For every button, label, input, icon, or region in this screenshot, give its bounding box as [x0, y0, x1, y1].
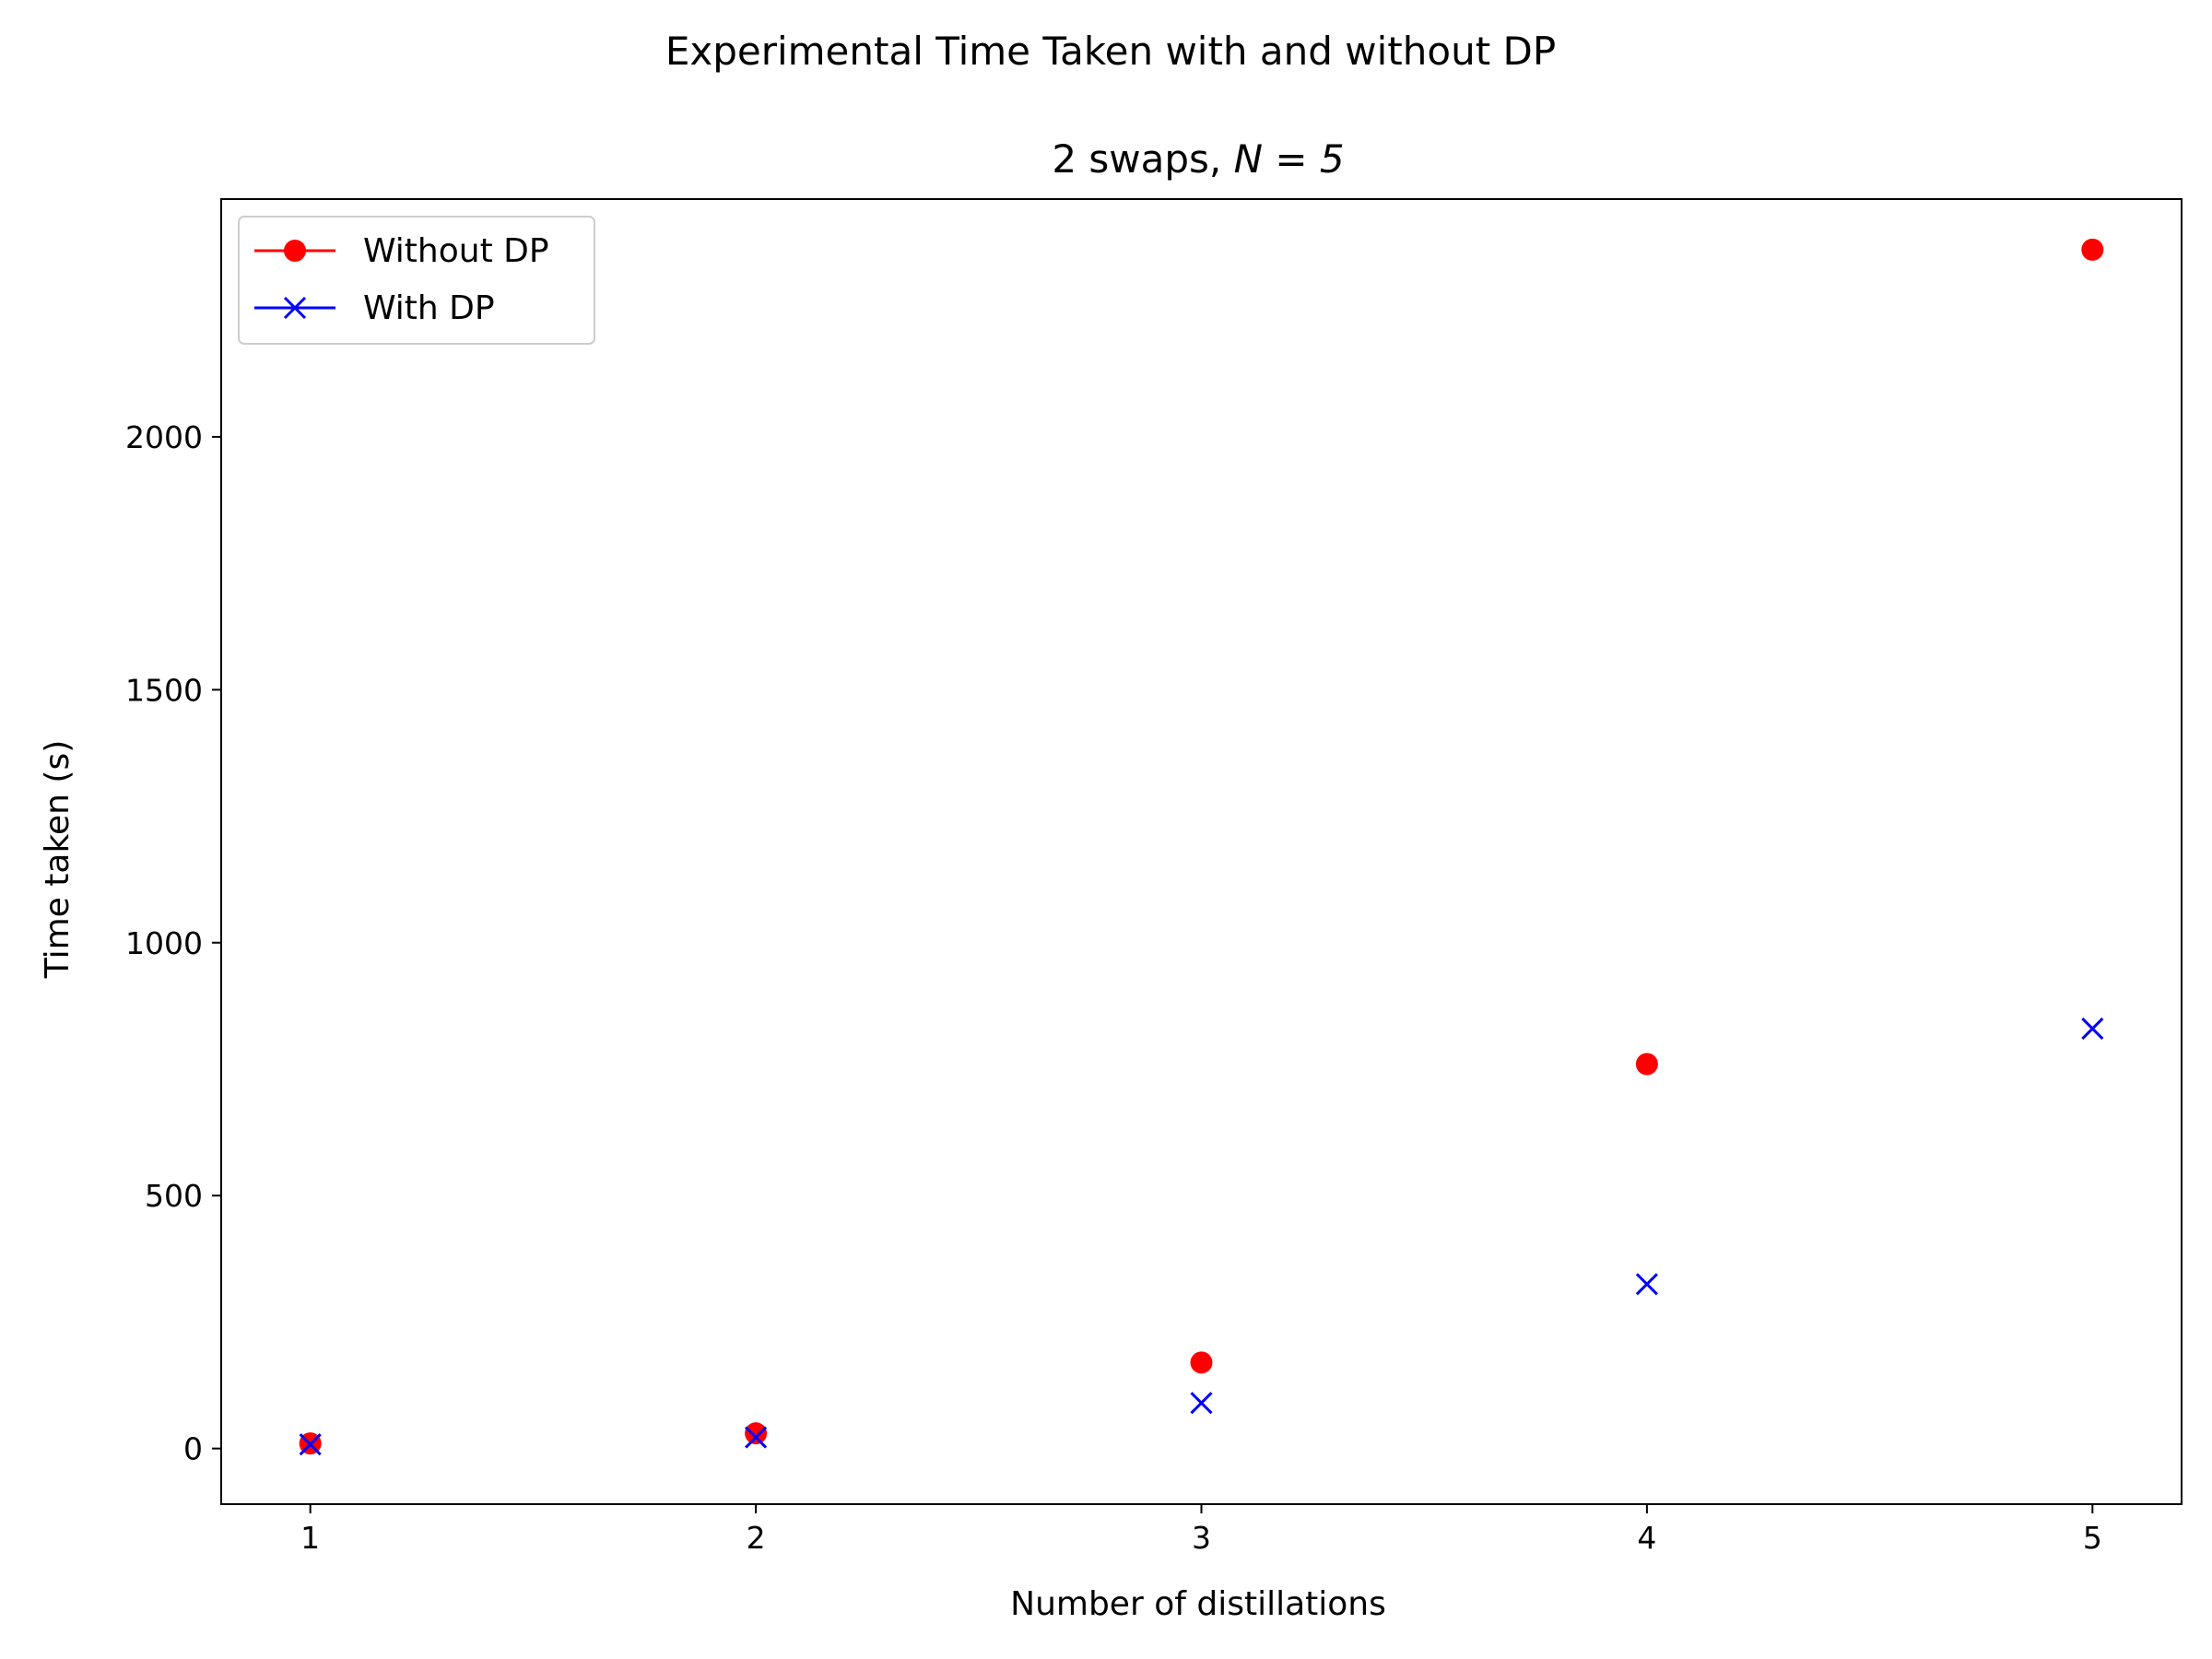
x-marker-stroke [1635, 1273, 1658, 1296]
x-marker-stroke [745, 1426, 768, 1449]
x-tick-label: 5 [2083, 1520, 2102, 1556]
x-tick-label: 1 [300, 1520, 320, 1556]
y-tick-label: 1500 [125, 672, 203, 708]
legend-label: With DP [363, 289, 495, 327]
x-tick-label: 2 [747, 1520, 766, 1556]
legend-marker [284, 240, 306, 262]
chart-title: 2 swaps, N = 5 [1052, 136, 1344, 182]
x-marker-stroke [1190, 1392, 1213, 1415]
y-tick-label: 1000 [125, 925, 203, 961]
x-axis-label: Number of distillations [1010, 1585, 1386, 1623]
x-tick-label: 3 [1192, 1520, 1211, 1556]
y-tick-label: 2000 [125, 419, 203, 455]
chart-title-math: N = 5 [1234, 136, 1345, 182]
without-dp-point [1190, 1351, 1213, 1374]
without-dp-point [745, 1422, 768, 1445]
without-dp-point [2081, 238, 2104, 261]
marks-layer [299, 238, 2104, 1456]
x-marker-stroke [2081, 1018, 2104, 1041]
x-marker-stroke [299, 1433, 322, 1456]
chart-suptitle: Experimental Time Taken with and without… [665, 29, 1556, 74]
legend-label: Without DP [363, 232, 549, 270]
legend: Without DP With DP [238, 216, 595, 345]
x-marker-stroke [283, 296, 307, 320]
axes-layer: 1 2 3 4 5 0 500 1000 1500 2000 [125, 198, 2183, 1556]
legend-marker [283, 296, 307, 320]
with-dp-point [745, 1426, 768, 1449]
without-dp-point [1635, 1053, 1658, 1076]
with-dp-point [299, 1433, 322, 1456]
y-tick-label: 0 [183, 1431, 203, 1467]
x-tick-label: 4 [1637, 1520, 1656, 1556]
y-tick-label: 500 [145, 1178, 203, 1214]
with-dp-point [1635, 1273, 1658, 1296]
plot-frame [220, 198, 2183, 1505]
with-dp-point [1190, 1392, 1213, 1415]
legend-box [238, 216, 595, 345]
with-dp-point [2081, 1018, 2104, 1041]
chart-title-prefix: 2 swaps, [1052, 136, 1233, 182]
y-axis-label: Time taken (s) [39, 740, 76, 980]
